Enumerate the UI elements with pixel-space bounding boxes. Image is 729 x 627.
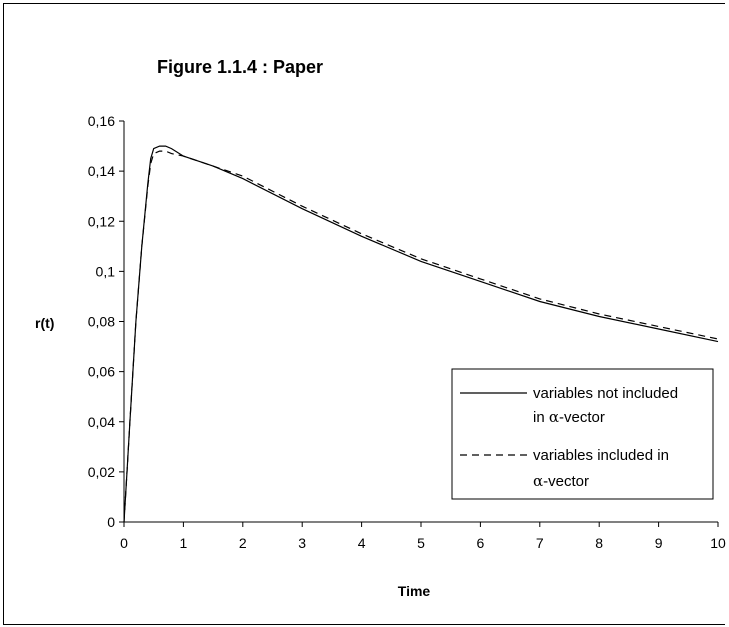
y-tick-label: 0 bbox=[107, 514, 115, 530]
chart-title: Figure 1.1.4 : Paper bbox=[157, 57, 323, 77]
x-tick-label: 3 bbox=[298, 535, 306, 551]
legend-series-2-line-2: α-vector bbox=[533, 472, 589, 490]
legend-series-2-suffix: -vector bbox=[543, 473, 589, 490]
y-tick-label: 0,04 bbox=[88, 414, 115, 430]
series-lines bbox=[123, 145, 719, 523]
x-tick-label: 4 bbox=[358, 535, 366, 551]
y-axis-label: r(t) bbox=[35, 315, 54, 331]
legend-box bbox=[451, 368, 714, 500]
legend-series-1-line-1: variables not included bbox=[533, 385, 678, 402]
y-tick-label: 0,12 bbox=[88, 213, 115, 229]
x-tick-label: 10 bbox=[710, 535, 726, 551]
legend-series-2-alpha: α bbox=[533, 472, 543, 490]
legend-series-1-line-2: in α-vector bbox=[533, 408, 605, 426]
chart-frame bbox=[3, 3, 725, 625]
y-axis-ticks: 0 0,02 0,04 0,06 0,08 0,1 0,12 0,14 0,16 bbox=[88, 113, 124, 530]
x-tick-label: 2 bbox=[239, 535, 247, 551]
x-tick-label: 8 bbox=[595, 535, 603, 551]
x-tick-label: 9 bbox=[655, 535, 663, 551]
series-line-1 bbox=[123, 145, 719, 523]
y-tick-label: 0,02 bbox=[88, 464, 115, 480]
legend: variables not included in α-vector varia… bbox=[451, 368, 714, 500]
x-tick-label: 5 bbox=[417, 535, 425, 551]
legend-series-1-suffix: -vector bbox=[559, 409, 605, 426]
y-tick-label: 0,16 bbox=[88, 113, 115, 129]
y-tick-label: 0,08 bbox=[88, 314, 115, 330]
y-tick-label: 0,14 bbox=[88, 163, 115, 179]
x-tick-label: 1 bbox=[180, 535, 188, 551]
x-tick-label: 7 bbox=[536, 535, 544, 551]
y-tick-label: 0,06 bbox=[88, 364, 115, 380]
y-tick-label: 0,1 bbox=[96, 263, 116, 279]
x-axis-label: Time bbox=[398, 583, 431, 599]
legend-series-1-alpha: α bbox=[549, 408, 559, 426]
x-tick-label: 0 bbox=[120, 535, 128, 551]
legend-series-2-line-1: variables included in bbox=[533, 447, 669, 464]
legend-series-1-prefix: in bbox=[533, 409, 549, 426]
x-tick-label: 6 bbox=[477, 535, 485, 551]
x-axis-ticks: 0 1 2 3 4 5 6 7 8 9 10 bbox=[120, 522, 726, 551]
